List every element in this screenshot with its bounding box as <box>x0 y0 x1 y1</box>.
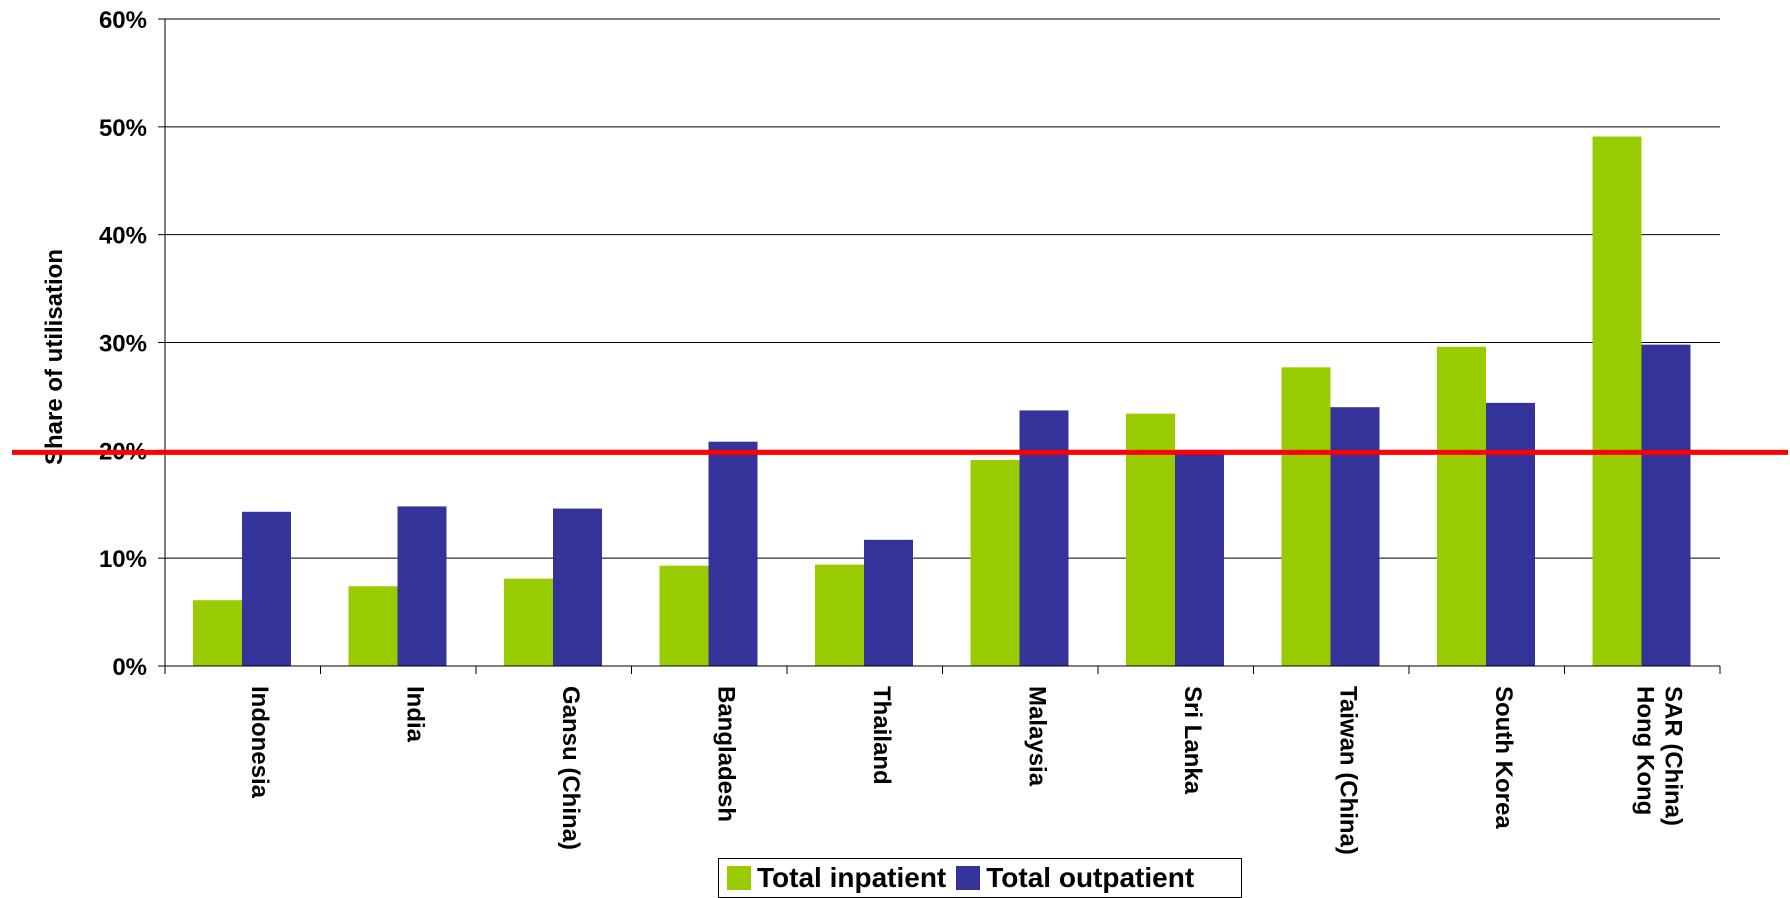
y-axis-label: Share of utilisation <box>41 249 68 465</box>
bar-inpatient <box>1437 346 1486 666</box>
legend-item-inpatient: Total inpatient <box>727 862 946 894</box>
bar-inpatient <box>504 578 553 666</box>
bar-outpatient <box>1019 410 1069 666</box>
bar-inpatient <box>970 460 1020 666</box>
y-tick-label: 30% <box>99 331 147 358</box>
x-tick-label: Hong KongSAR (China) <box>1631 686 1686 826</box>
bar-inpatient <box>1281 367 1331 666</box>
bar-outpatient <box>864 539 913 666</box>
bar-inpatient <box>1592 136 1642 666</box>
x-tick-label: Thailand <box>868 686 895 785</box>
x-tick-label: Malaysia <box>1023 686 1050 787</box>
bar-outpatient <box>1175 453 1224 666</box>
bar-inpatient <box>659 565 709 666</box>
legend-swatch-inpatient <box>727 866 751 890</box>
bars <box>193 136 1691 666</box>
bar-outpatient <box>397 506 447 666</box>
legend-swatch-outpatient <box>956 866 981 890</box>
legend-label-inpatient: Total inpatient <box>757 862 947 893</box>
y-tick-label: 10% <box>99 546 147 573</box>
y-axis-ticks: 0%10%20%30%40%50%60% <box>99 7 165 681</box>
y-tick-label: 50% <box>99 115 147 142</box>
x-tick-label: Sri Lanka <box>1179 686 1206 795</box>
x-tick-label: Taiwan (China) <box>1334 686 1361 855</box>
legend-item-outpatient: Total outpatient <box>956 862 1194 894</box>
x-tick-label: Indonesia <box>246 686 273 799</box>
legend-label-outpatient: Total outpatient <box>986 862 1195 893</box>
bar-outpatient <box>242 511 291 666</box>
x-axis-ticks: Indonesia India Gansu (China) Bangladesh Tha… <box>164 666 1721 855</box>
bar-inpatient <box>815 564 864 666</box>
x-tick-label: South Korea <box>1490 686 1517 829</box>
bar-inpatient <box>1126 413 1175 666</box>
y-tick-label: 60% <box>99 7 147 34</box>
bar-inpatient <box>193 600 242 666</box>
bar-outpatient <box>1641 344 1691 666</box>
y-tick-label: 40% <box>99 223 147 250</box>
bar-inpatient <box>348 586 398 666</box>
legend: Total inpatient Total outpatient <box>718 858 1242 898</box>
y-tick-label: 0% <box>112 654 147 681</box>
x-tick-label: Bangladesh <box>712 686 739 822</box>
bar-outpatient <box>1486 402 1535 666</box>
bar-outpatient <box>1330 407 1380 666</box>
bar-outpatient <box>708 441 758 666</box>
x-tick-label: India <box>401 686 428 743</box>
bar-outpatient <box>553 508 602 666</box>
x-tick-label: Gansu (China) <box>557 686 584 850</box>
